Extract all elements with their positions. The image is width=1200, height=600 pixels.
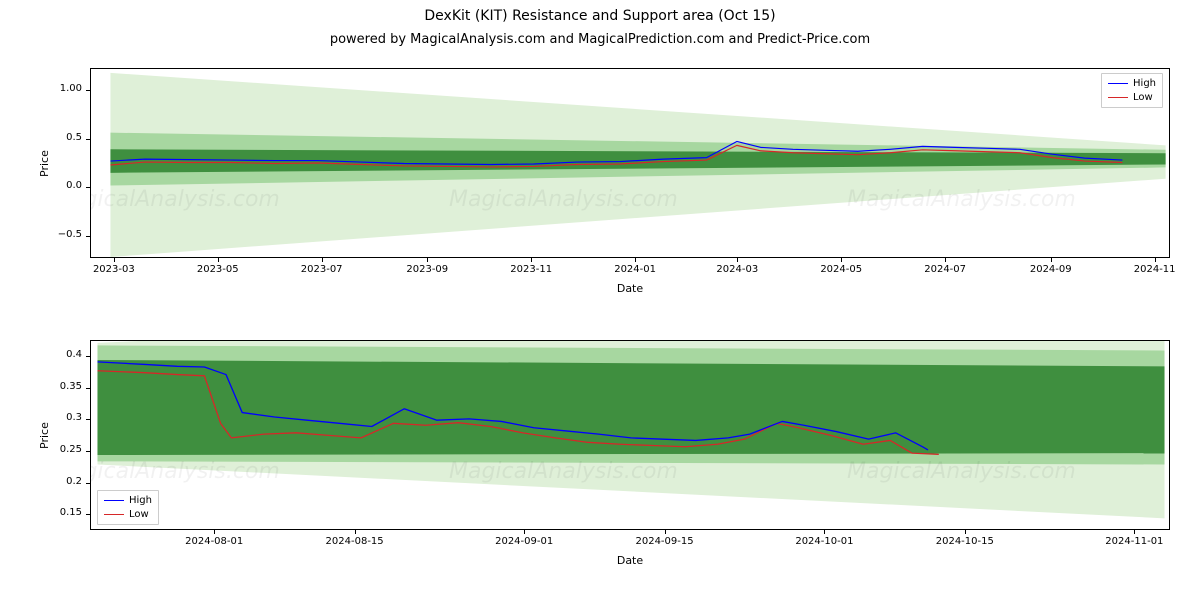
- x-tick-label: 2024-11: [1110, 264, 1200, 275]
- legend-swatch-high: [1108, 83, 1128, 84]
- x-tick-label: 2024-08-15: [310, 536, 400, 547]
- y-tick-label: −0.5: [42, 229, 82, 240]
- x-tick-label: 2024-09: [1006, 264, 1096, 275]
- x-axis-label-bottom: Date: [90, 554, 1170, 567]
- watermark-text: MagicalAnalysis.com: [449, 459, 678, 484]
- chart-svg-top: MagicalAnalysis.comMagicalAnalysis.comMa…: [91, 69, 1171, 259]
- watermark-text: MagicalAnalysis.com: [847, 187, 1076, 212]
- y-tick-label: 0.35: [42, 381, 82, 392]
- y-tick-label: 0.2: [42, 476, 82, 487]
- watermark-text: MagicalAnalysis.com: [847, 459, 1076, 484]
- x-tick-label: 2024-08-01: [169, 536, 259, 547]
- y-tick-label: 0.15: [42, 507, 82, 518]
- legend-item-low: Low: [104, 507, 152, 521]
- x-tick-label: 2024-01: [590, 264, 680, 275]
- x-tick-label: 2024-09-15: [620, 536, 710, 547]
- legend-swatch-high: [104, 500, 124, 501]
- y-tick-label: 0.0: [42, 180, 82, 191]
- watermark-text: MagicalAnalysis.com: [51, 187, 280, 212]
- x-tick-label: 2024-09-01: [479, 536, 569, 547]
- support-resistance-band: [97, 360, 1164, 455]
- x-tick-label: 2024-03: [692, 264, 782, 275]
- y-tick-label: 0.5: [42, 132, 82, 143]
- legend-item-high: High: [1108, 76, 1156, 90]
- x-tick-label: 2024-07: [900, 264, 990, 275]
- figure-title: DexKit (KIT) Resistance and Support area…: [0, 8, 1200, 24]
- x-tick-label: 2024-11-01: [1089, 536, 1179, 547]
- legend-swatch-low: [1108, 97, 1128, 98]
- x-tick-label: 2023-03: [69, 264, 159, 275]
- y-tick-label: 0.4: [42, 349, 82, 360]
- x-tick-label: 2023-07: [277, 264, 367, 275]
- watermark-text: MagicalAnalysis.com: [51, 459, 280, 484]
- chart-panel-bottom: MagicalAnalysis.comMagicalAnalysis.comMa…: [90, 340, 1170, 530]
- legend-item-low: Low: [1108, 90, 1156, 104]
- legend-label-low: Low: [129, 509, 149, 520]
- watermark-text: MagicalAnalysis.com: [449, 187, 678, 212]
- legend-swatch-low: [104, 514, 124, 515]
- chart-svg-bottom: MagicalAnalysis.comMagicalAnalysis.comMa…: [91, 341, 1171, 531]
- x-axis-label-top: Date: [90, 282, 1170, 295]
- chart-panel-top: MagicalAnalysis.comMagicalAnalysis.comMa…: [90, 68, 1170, 258]
- x-tick-label: 2023-05: [173, 264, 263, 275]
- y-tick-label: 0.25: [42, 444, 82, 455]
- legend-top: High Low: [1101, 73, 1163, 108]
- figure-root: DexKit (KIT) Resistance and Support area…: [0, 0, 1200, 600]
- x-tick-label: 2024-10-15: [920, 536, 1010, 547]
- x-tick-label: 2023-09: [382, 264, 472, 275]
- x-tick-label: 2024-10-01: [779, 536, 869, 547]
- figure-subtitle: powered by MagicalAnalysis.com and Magic…: [0, 32, 1200, 47]
- legend-label-high: High: [129, 495, 152, 506]
- y-axis-label-top: Price: [38, 150, 51, 177]
- legend-item-high: High: [104, 493, 152, 507]
- y-tick-label: 0.3: [42, 412, 82, 423]
- legend-bottom: High Low: [97, 490, 159, 525]
- legend-label-low: Low: [1133, 92, 1153, 103]
- legend-label-high: High: [1133, 78, 1156, 89]
- x-tick-label: 2023-11: [486, 264, 576, 275]
- x-tick-label: 2024-05: [796, 264, 886, 275]
- y-tick-label: 1.00: [42, 83, 82, 94]
